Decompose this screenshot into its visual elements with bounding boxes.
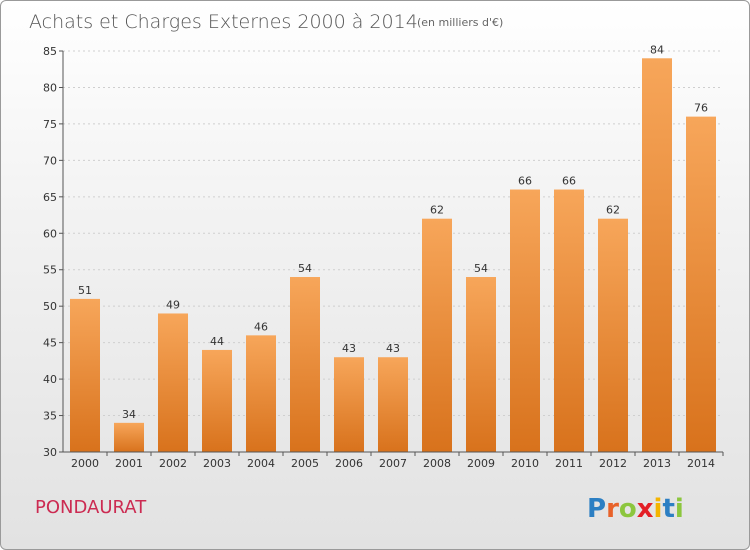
logo-letter: i <box>675 494 684 524</box>
x-tick-label-2010: 2010 <box>511 457 539 470</box>
x-tick-label-2002: 2002 <box>159 457 187 470</box>
x-tick-label-2003: 2003 <box>203 457 231 470</box>
chart-title: Achats et Charges Externes 2000 à 2014 <box>29 11 418 33</box>
y-tick-label-35: 35 <box>43 410 57 423</box>
y-tick-label-70: 70 <box>43 154 57 167</box>
x-tick-label-2001: 2001 <box>115 457 143 470</box>
y-tick-label-65: 65 <box>43 191 57 204</box>
y-tick-label-40: 40 <box>43 373 57 386</box>
value-label-2006: 43 <box>342 342 356 355</box>
bar-2008 <box>422 218 452 452</box>
x-tick-label-2004: 2004 <box>247 457 275 470</box>
x-axis-ticks: 2000 2001 2002 2003 2004 2005 2006 2007 2008 2009… <box>71 452 724 470</box>
x-tick-label-2009: 2009 <box>467 457 495 470</box>
logo-letter: x <box>637 494 654 524</box>
value-label-2013: 84 <box>650 43 664 56</box>
proxiti-logo: Proxiti <box>587 494 684 524</box>
chart-unit: (en milliers d'€) <box>417 16 503 29</box>
bar-2009 <box>466 277 496 452</box>
value-label-2005: 54 <box>298 262 312 275</box>
bar-2005 <box>290 277 320 452</box>
x-tick-label-2008: 2008 <box>423 457 451 470</box>
value-label-2014: 76 <box>694 102 708 115</box>
value-labels: 51 34 49 44 46 54 43 43 62 54 66 66 62 84 76 <box>78 43 708 421</box>
value-label-2000: 51 <box>78 284 92 297</box>
value-label-2003: 44 <box>210 335 224 348</box>
bar-2003 <box>202 349 232 452</box>
x-tick-label-2007: 2007 <box>379 457 407 470</box>
bar-2011 <box>554 189 584 452</box>
bar-2002 <box>158 313 188 452</box>
x-tick-label-2000: 2000 <box>71 457 99 470</box>
bars <box>70 58 716 453</box>
bar-2012 <box>598 218 628 452</box>
value-label-2009: 54 <box>474 262 488 275</box>
bar-2010 <box>510 189 540 452</box>
bar-2004 <box>246 335 276 452</box>
x-tick-label-2014: 2014 <box>687 457 715 470</box>
y-tick-label-75: 75 <box>43 118 57 131</box>
y-tick-label-50: 50 <box>43 300 57 313</box>
bar-2001 <box>114 422 144 452</box>
value-label-2010: 66 <box>518 175 532 188</box>
y-axis-ticks: 30 35 40 45 50 55 60 65 70 75 80 85 <box>43 45 63 459</box>
y-tick-label-85: 85 <box>43 45 57 58</box>
value-label-2012: 62 <box>606 204 620 217</box>
commune-name: PONDAURAT <box>35 497 147 518</box>
y-tick-label-30: 30 <box>43 446 57 459</box>
value-label-2001: 34 <box>122 408 136 421</box>
logo-letter: r <box>606 494 619 524</box>
x-tick-label-2011: 2011 <box>555 457 583 470</box>
value-label-2007: 43 <box>386 342 400 355</box>
logo-letter: t <box>662 494 674 524</box>
y-tick-label-80: 80 <box>43 81 57 94</box>
y-tick-label-60: 60 <box>43 227 57 240</box>
value-label-2008: 62 <box>430 204 444 217</box>
logo-letter: o <box>619 494 637 524</box>
x-tick-label-2012: 2012 <box>599 457 627 470</box>
bar-2014 <box>686 116 716 453</box>
bar-2006 <box>334 357 364 452</box>
y-tick-label-45: 45 <box>43 337 57 350</box>
x-tick-label-2005: 2005 <box>291 457 319 470</box>
bar-2013 <box>642 58 672 453</box>
logo-letter: i <box>654 494 663 524</box>
logo-letter: P <box>587 494 606 524</box>
x-tick-label-2013: 2013 <box>643 457 671 470</box>
value-label-2004: 46 <box>254 320 268 333</box>
value-label-2011: 66 <box>562 175 576 188</box>
bar-2007 <box>378 357 408 452</box>
x-tick-label-2006: 2006 <box>335 457 363 470</box>
y-tick-label-55: 55 <box>43 264 57 277</box>
value-label-2002: 49 <box>166 298 180 311</box>
bar-2000 <box>70 298 100 452</box>
